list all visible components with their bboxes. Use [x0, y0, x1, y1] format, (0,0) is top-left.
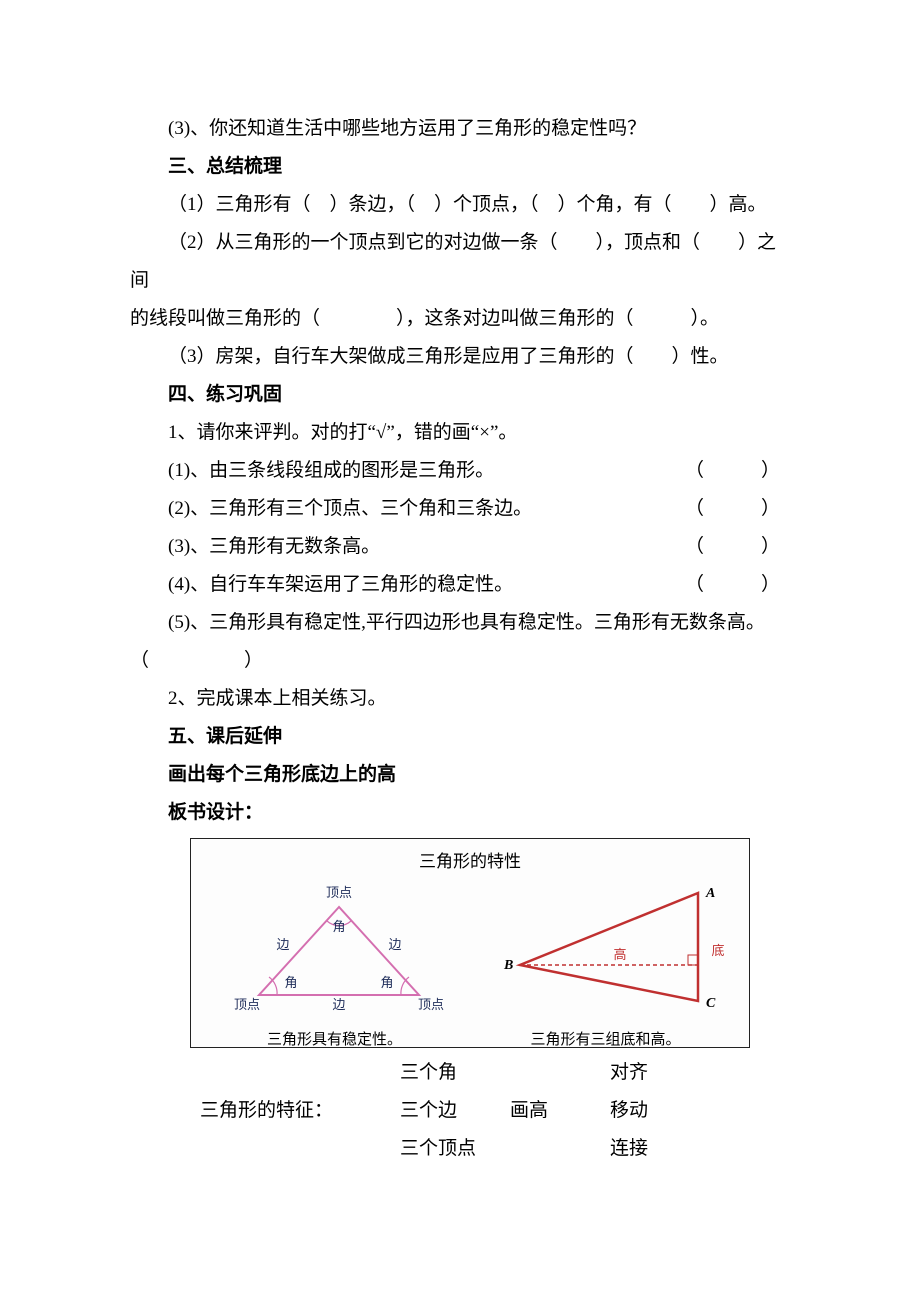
- section-5-title: 五、课后延伸: [130, 718, 790, 756]
- label-right-side: 边: [388, 937, 401, 952]
- sec4-item-5b: （ ）: [130, 642, 790, 680]
- label-C: C: [706, 996, 716, 1011]
- sum-col2-0: 对齐: [610, 1054, 690, 1092]
- sum-col2-1: 移动: [610, 1092, 690, 1130]
- sec4-p2: 2、完成课本上相关练习。: [130, 680, 790, 718]
- diagram-title: 三角形的特性: [199, 845, 741, 879]
- diagram-box: 三角形的特性 顶点 角 边 边 角 角 顶点 边 顶点 三角形具有稳定性。: [190, 838, 750, 1048]
- label-bottom-side: 边: [332, 997, 345, 1012]
- sec4-intro: 1、请你来评判。对的打“√”，错的画“×”。: [130, 414, 790, 452]
- diagram-left-panel: 顶点 角 边 边 角 角 顶点 边 顶点 三角形具有稳定性。: [199, 883, 470, 1053]
- summary-table: 三个角 对齐 三角形的特征： 三个边 画高 移动 三个顶点 连接: [190, 1054, 730, 1168]
- diagram-right-caption: 三角形有三组底和高。: [470, 1025, 741, 1055]
- label-br-angle: 角: [380, 975, 393, 990]
- question-3: (3)、你还知道生活中哪些地方运用了三角形的稳定性吗？: [130, 110, 790, 148]
- label-A: A: [705, 886, 715, 901]
- sec3-q2b: 的线段叫做三角形的（ ），这条对边叫做三角形的（ ）。: [130, 300, 790, 338]
- sec5-line2: 板书设计：: [130, 794, 790, 832]
- label-br-vertex: 顶点: [418, 997, 444, 1012]
- answer-paren: （ ）: [647, 490, 790, 528]
- sec4-item-2: (2)、三角形有三个顶点、三个角和三条边。 （ ）: [130, 490, 790, 528]
- sum-col1-0: 三个角: [400, 1054, 510, 1092]
- sec3-q2a: （2）从三角形的一个顶点到它的对边做一条（ ），顶点和（ ）之间: [130, 224, 790, 300]
- sec4-item-4-text: (4)、自行车车架运用了三角形的稳定性。: [130, 566, 647, 604]
- label-di: 底: [711, 943, 724, 958]
- section-4-title: 四、练习巩固: [130, 376, 790, 414]
- sec4-item-2-text: (2)、三角形有三个顶点、三个角和三条边。: [130, 490, 647, 528]
- label-gao: 高: [613, 947, 626, 962]
- triangle-left-svg: 顶点 角 边 边 角 角 顶点 边 顶点: [199, 883, 479, 1023]
- sum-col1-1: 三个边: [400, 1092, 510, 1130]
- sec3-q3: （3）房架，自行车大架做成三角形是应用了三角形的（ ）性。: [130, 338, 790, 376]
- label-top-angle: 角: [332, 919, 345, 934]
- summary-label: 三角形的特征：: [190, 1092, 400, 1130]
- label-B: B: [503, 958, 513, 973]
- sum-col1-2: 三个顶点: [400, 1130, 510, 1168]
- answer-paren: （ ）: [647, 452, 790, 490]
- label-bl-angle: 角: [284, 975, 297, 990]
- answer-paren: （ ）: [647, 566, 790, 604]
- diagram-left-caption: 三角形具有稳定性。: [199, 1025, 470, 1055]
- answer-paren: （ ）: [647, 528, 790, 566]
- section-3-title: 三、总结梳理: [130, 148, 790, 186]
- diagram-right-panel: A B C 高 底 三角形有三组底和高。: [470, 883, 741, 1053]
- sec4-item-1-text: (1)、由三条线段组成的图形是三角形。: [130, 452, 647, 490]
- sec4-item-4: (4)、自行车车架运用了三角形的稳定性。 （ ）: [130, 566, 790, 604]
- sec4-item-3-text: (3)、三角形有无数条高。: [130, 528, 647, 566]
- triangle-right-svg: A B C 高 底: [470, 883, 750, 1023]
- sec4-item-1: (1)、由三条线段组成的图形是三角形。 （ ）: [130, 452, 790, 490]
- sec5-line1: 画出每个三角形底边上的高: [130, 756, 790, 794]
- label-top-vertex: 顶点: [326, 885, 352, 900]
- sec4-item-5a: (5)、三角形具有稳定性,平行四边形也具有稳定性。三角形有无数条高。: [130, 604, 790, 642]
- sum-col2-2: 连接: [610, 1130, 690, 1168]
- label-left-side: 边: [276, 937, 289, 952]
- sec3-q1: （1）三角形有（ ）条边，（ ）个顶点，（ ）个角，有（ ）高。: [130, 186, 790, 224]
- label-bl-vertex: 顶点: [234, 997, 260, 1012]
- sec4-item-3: (3)、三角形有无数条高。 （ ）: [130, 528, 790, 566]
- summary-midlabel: 画高: [510, 1092, 610, 1130]
